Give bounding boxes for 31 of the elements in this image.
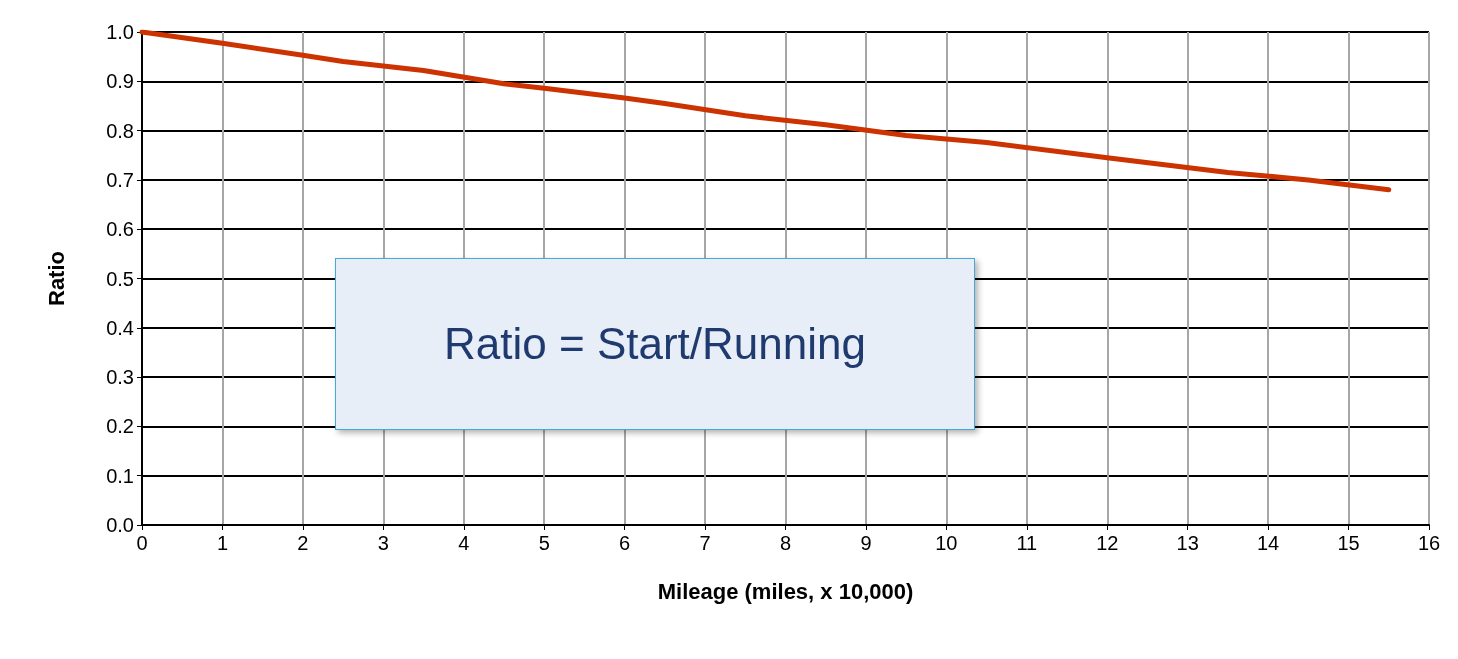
- x-tick-label: 14: [1257, 532, 1280, 554]
- y-tick-label: 0.2: [106, 415, 134, 438]
- x-tick-label: 11: [1016, 532, 1038, 554]
- y-tick-label: 0.0: [106, 514, 134, 536]
- x-tick-label: 12: [1096, 532, 1119, 554]
- x-tick-label: 8: [779, 532, 792, 554]
- y-tick-label: 0.3: [106, 366, 134, 389]
- x-axis-title: Mileage (miles, x 10,000): [657, 578, 914, 604]
- x-tick-label: 6: [619, 532, 631, 554]
- y-tick-label: 0.4: [106, 316, 134, 339]
- x-tick-label: 7: [699, 532, 711, 554]
- y-tick-label: 1.0: [106, 21, 134, 43]
- x-tick-label: 2: [297, 532, 309, 554]
- x-tick-label: 0: [136, 532, 148, 554]
- x-tick-label: 15: [1337, 532, 1360, 554]
- x-tick-label: 1: [216, 532, 228, 554]
- x-tick-label: 4: [458, 532, 470, 554]
- x-tick-label: 5: [538, 532, 550, 554]
- x-tick-label: 13: [1176, 532, 1199, 554]
- y-tick-label: 0.6: [106, 218, 134, 241]
- x-tick-label: 9: [860, 532, 872, 554]
- y-tick-label: 0.5: [106, 267, 134, 290]
- y-tick-label: 0.7: [106, 168, 134, 191]
- y-tick-label: 0.1: [106, 464, 134, 487]
- y-tick-label: 0.9: [106, 70, 134, 93]
- y-axis-title: Ratio: [43, 251, 69, 306]
- x-tick-label: 10: [935, 532, 958, 554]
- annotation: Ratio = Start/Running: [444, 319, 866, 369]
- y-tick-label: 0.8: [106, 119, 134, 142]
- x-tick-label: 3: [377, 532, 389, 554]
- x-tick-label: 16: [1417, 532, 1441, 554]
